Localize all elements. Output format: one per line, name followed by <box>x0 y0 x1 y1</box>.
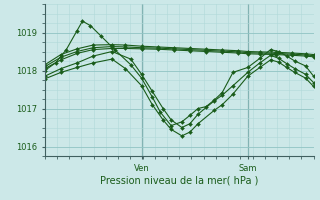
X-axis label: Pression niveau de la mer( hPa ): Pression niveau de la mer( hPa ) <box>100 175 258 185</box>
